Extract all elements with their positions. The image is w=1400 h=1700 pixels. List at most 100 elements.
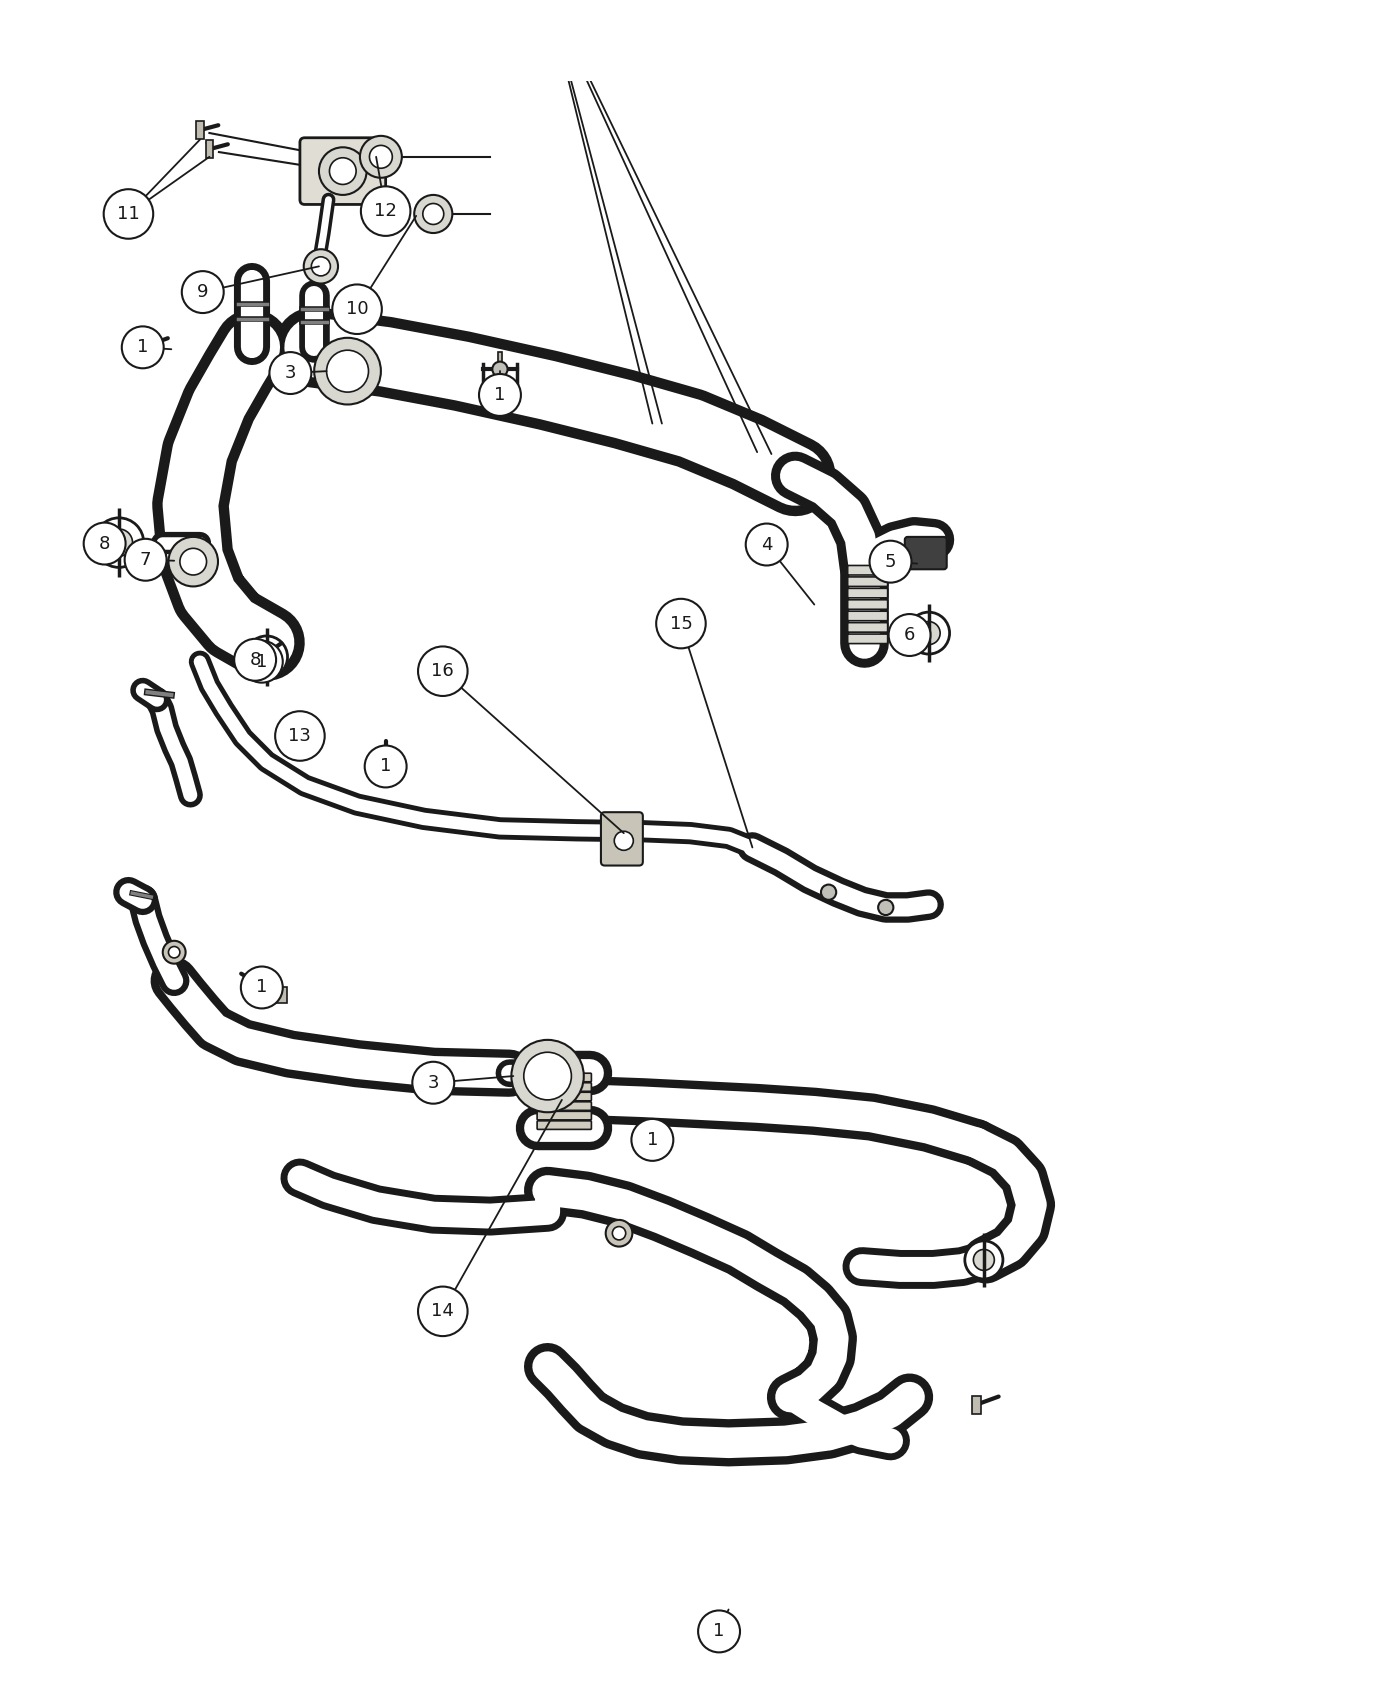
- Circle shape: [612, 1227, 626, 1239]
- Circle shape: [419, 1287, 468, 1336]
- FancyBboxPatch shape: [498, 381, 501, 400]
- Text: 1: 1: [137, 338, 148, 357]
- Circle shape: [965, 1241, 1002, 1278]
- FancyBboxPatch shape: [972, 1396, 981, 1414]
- Circle shape: [234, 639, 276, 680]
- Circle shape: [820, 884, 836, 899]
- Circle shape: [326, 350, 368, 393]
- Circle shape: [657, 598, 706, 648]
- Circle shape: [511, 1040, 584, 1112]
- FancyBboxPatch shape: [847, 634, 888, 644]
- Circle shape: [122, 326, 164, 369]
- Circle shape: [241, 967, 283, 1008]
- Text: 4: 4: [762, 536, 773, 554]
- Circle shape: [973, 1250, 994, 1270]
- Circle shape: [304, 250, 337, 284]
- FancyBboxPatch shape: [847, 600, 888, 609]
- Circle shape: [179, 549, 207, 575]
- Circle shape: [269, 352, 311, 394]
- Circle shape: [329, 158, 356, 184]
- Circle shape: [419, 646, 468, 695]
- Text: 1: 1: [256, 653, 267, 672]
- Text: 3: 3: [284, 364, 297, 382]
- FancyBboxPatch shape: [300, 138, 385, 204]
- Circle shape: [917, 622, 941, 644]
- Circle shape: [606, 1221, 633, 1246]
- Circle shape: [878, 899, 893, 915]
- FancyBboxPatch shape: [538, 1093, 591, 1102]
- FancyBboxPatch shape: [139, 338, 147, 357]
- Circle shape: [255, 646, 279, 668]
- Text: 6: 6: [904, 626, 916, 644]
- FancyBboxPatch shape: [904, 537, 946, 570]
- Text: 11: 11: [118, 206, 140, 223]
- Circle shape: [241, 641, 283, 683]
- Text: 1: 1: [714, 1622, 725, 1640]
- Circle shape: [699, 1610, 741, 1652]
- Circle shape: [907, 612, 949, 654]
- Text: 8: 8: [249, 651, 260, 668]
- FancyBboxPatch shape: [538, 1073, 591, 1081]
- Text: 13: 13: [288, 728, 311, 745]
- Circle shape: [332, 284, 382, 333]
- Circle shape: [364, 746, 406, 787]
- Circle shape: [479, 374, 521, 416]
- Circle shape: [413, 1062, 454, 1103]
- FancyBboxPatch shape: [847, 566, 888, 575]
- FancyBboxPatch shape: [847, 588, 888, 598]
- Circle shape: [631, 1119, 673, 1161]
- FancyBboxPatch shape: [538, 1083, 591, 1091]
- Circle shape: [245, 636, 287, 678]
- FancyBboxPatch shape: [601, 813, 643, 865]
- Text: 5: 5: [885, 552, 896, 571]
- Text: 3: 3: [427, 1074, 440, 1091]
- Circle shape: [615, 831, 633, 850]
- Circle shape: [869, 541, 911, 583]
- FancyBboxPatch shape: [256, 649, 267, 665]
- Circle shape: [319, 148, 367, 196]
- Circle shape: [168, 537, 218, 586]
- FancyBboxPatch shape: [196, 121, 204, 139]
- Text: 16: 16: [431, 663, 454, 680]
- FancyBboxPatch shape: [206, 139, 213, 158]
- Circle shape: [423, 204, 444, 224]
- Text: 1: 1: [379, 758, 392, 775]
- FancyBboxPatch shape: [538, 1120, 591, 1129]
- Circle shape: [105, 529, 133, 556]
- Circle shape: [94, 518, 144, 568]
- FancyBboxPatch shape: [847, 612, 888, 620]
- Circle shape: [182, 270, 224, 313]
- Text: 1: 1: [494, 386, 505, 405]
- Circle shape: [84, 522, 126, 564]
- Circle shape: [314, 338, 381, 405]
- Circle shape: [168, 947, 179, 957]
- Text: 10: 10: [346, 301, 368, 318]
- FancyBboxPatch shape: [847, 576, 888, 586]
- Text: 1: 1: [256, 979, 267, 996]
- Circle shape: [493, 362, 508, 377]
- FancyBboxPatch shape: [256, 977, 267, 994]
- Text: 1: 1: [647, 1130, 658, 1149]
- FancyBboxPatch shape: [498, 352, 501, 371]
- Circle shape: [125, 539, 167, 581]
- Text: 12: 12: [374, 202, 398, 219]
- FancyBboxPatch shape: [538, 1102, 591, 1110]
- Text: 15: 15: [669, 615, 693, 632]
- FancyBboxPatch shape: [274, 988, 287, 1003]
- Circle shape: [361, 187, 410, 236]
- Circle shape: [360, 136, 402, 178]
- Text: 7: 7: [140, 551, 151, 570]
- Circle shape: [104, 189, 153, 238]
- Circle shape: [526, 0, 568, 14]
- Circle shape: [746, 524, 788, 566]
- Text: 14: 14: [431, 1302, 454, 1321]
- FancyBboxPatch shape: [377, 760, 395, 763]
- Circle shape: [162, 940, 186, 964]
- Circle shape: [414, 196, 452, 233]
- FancyBboxPatch shape: [847, 622, 888, 632]
- Circle shape: [276, 711, 325, 762]
- Circle shape: [889, 614, 931, 656]
- Circle shape: [311, 257, 330, 275]
- Text: 9: 9: [197, 284, 209, 301]
- Circle shape: [370, 146, 392, 168]
